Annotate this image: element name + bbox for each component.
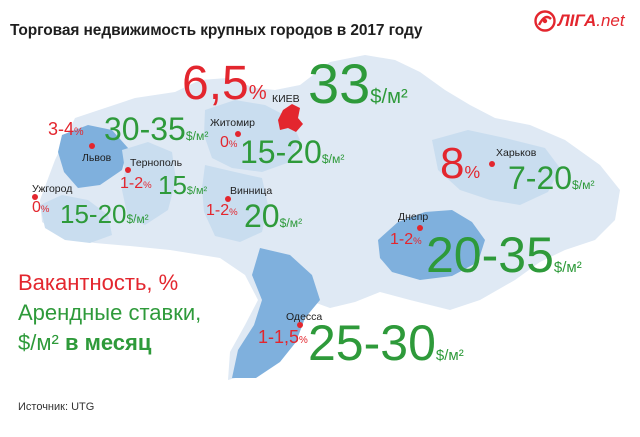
source-note: Источник: UTG <box>18 401 95 413</box>
zhytomyr-rent: 15-20$/м² <box>240 134 345 170</box>
zhytomyr-marker <box>235 131 241 137</box>
legend-per-month: в месяц <box>64 330 152 355</box>
dnipro-vacancy: 1-2% <box>390 231 422 248</box>
vinnytsia-rent: 20$/м² <box>244 198 303 234</box>
lviv-vacancy: 3-4% <box>48 119 84 139</box>
kharkiv-label: Харьков <box>496 147 537 159</box>
lviv-label: Львов <box>82 152 112 164</box>
region-uzhhorod <box>40 195 112 243</box>
ternopil-vacancy: 1-2% <box>120 175 152 192</box>
ternopil-rent: 15$/м² <box>158 170 208 200</box>
dnipro-marker <box>417 225 423 231</box>
legend-vacancy: Вакантность, % <box>18 270 179 295</box>
dnipro-label: Днепр <box>398 211 429 223</box>
zhytomyr-label: Житомир <box>210 117 256 129</box>
liga-swirl-icon <box>534 10 556 32</box>
kharkiv-rent: 7-20$/м² <box>508 160 595 196</box>
liga-logo: ЛIГА.net <box>534 8 634 38</box>
vinnytsia-marker <box>225 196 231 202</box>
kharkiv-vacancy: 8% <box>440 139 481 188</box>
region-ternopil <box>122 142 176 225</box>
logo-text: ЛIГА <box>558 11 597 30</box>
kharkiv-marker <box>489 161 495 167</box>
kiev-city-shape <box>278 104 303 132</box>
kiev-rent: 33$/м² <box>308 52 408 115</box>
uzhhorod-label: Ужгород <box>32 183 73 195</box>
region-dnipro <box>378 210 485 280</box>
legend-rent-unit: $/м² в месяц <box>18 330 152 355</box>
ternopil-marker <box>125 167 131 173</box>
region-zhytomyr <box>204 100 300 172</box>
vinnytsia-label: Винница <box>230 185 273 197</box>
region-kharkiv <box>432 130 560 205</box>
region-odesa <box>232 248 320 378</box>
zhytomyr-vacancy: 0% <box>220 134 238 151</box>
odesa-marker <box>297 322 303 328</box>
legend-rent: Арендные ставки, <box>18 300 202 325</box>
odesa-rent: 25-30$/м² <box>308 315 464 371</box>
lviv-rent: 30-35$/м² <box>104 111 209 147</box>
lviv-marker <box>89 143 95 149</box>
chart-title: Торговая недвижимость крупных городов в … <box>10 22 423 39</box>
region-lviv <box>58 125 128 188</box>
uzhhorod-vacancy: 0% <box>32 199 50 216</box>
region-vinnytsia <box>202 165 268 242</box>
ternopil-label: Тернополь <box>130 157 183 169</box>
uzhhorod-marker <box>32 194 38 200</box>
odesa-label: Одесса <box>286 311 323 323</box>
vinnytsia-vacancy: 1-2% <box>206 202 238 219</box>
dnipro-rent: 20-35$/м² <box>426 227 582 283</box>
uzhhorod-rent: 15-20$/м² <box>60 199 149 229</box>
odesa-vacancy: 1-1,5% <box>258 327 308 347</box>
kiev-label: КИЕВ <box>272 93 300 105</box>
logo-suffix: .net <box>596 11 625 30</box>
kiev-vacancy: 6,5% <box>182 57 267 110</box>
